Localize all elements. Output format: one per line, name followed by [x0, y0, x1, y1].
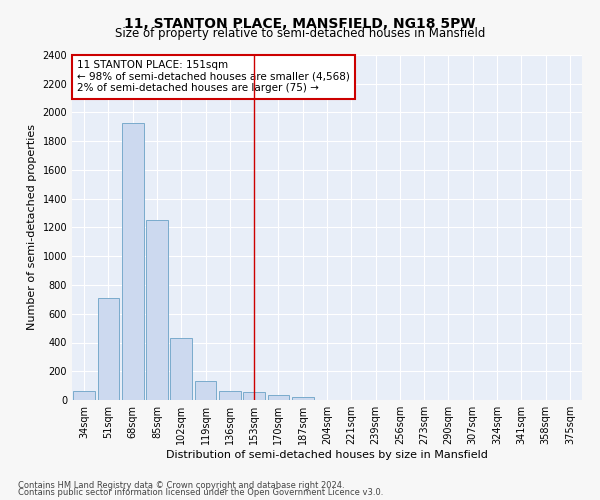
- Text: Size of property relative to semi-detached houses in Mansfield: Size of property relative to semi-detach…: [115, 28, 485, 40]
- Bar: [194, 380, 217, 400]
- Bar: [73, 390, 95, 400]
- Text: 11 STANTON PLACE: 151sqm
← 98% of semi-detached houses are smaller (4,568)
2% of: 11 STANTON PLACE: 151sqm ← 98% of semi-d…: [77, 60, 350, 94]
- Bar: [146, 220, 168, 400]
- Y-axis label: Number of semi-detached properties: Number of semi-detached properties: [27, 124, 37, 330]
- Bar: [243, 392, 265, 400]
- Text: Contains HM Land Registry data © Crown copyright and database right 2024.: Contains HM Land Registry data © Crown c…: [18, 480, 344, 490]
- Bar: [97, 298, 119, 400]
- Text: 11, STANTON PLACE, MANSFIELD, NG18 5PW: 11, STANTON PLACE, MANSFIELD, NG18 5PW: [124, 18, 476, 32]
- Text: Contains public sector information licensed under the Open Government Licence v3: Contains public sector information licen…: [18, 488, 383, 497]
- Bar: [268, 395, 289, 400]
- Bar: [170, 338, 192, 400]
- X-axis label: Distribution of semi-detached houses by size in Mansfield: Distribution of semi-detached houses by …: [166, 450, 488, 460]
- Bar: [292, 397, 314, 400]
- Bar: [219, 392, 241, 400]
- Bar: [122, 122, 143, 400]
